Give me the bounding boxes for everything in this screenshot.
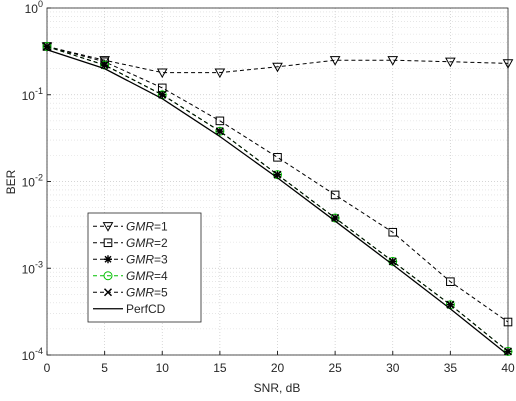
marker (42, 42, 52, 51)
marker (446, 277, 455, 286)
marker (502, 59, 514, 69)
marker (331, 213, 340, 222)
legend-label: GMR=1 (126, 219, 168, 233)
marker (42, 41, 52, 51)
marker (215, 116, 225, 126)
x-tick-label: 25 (328, 361, 342, 375)
legend-label: GMR=4 (126, 269, 168, 283)
x-tick-label: 35 (444, 361, 458, 375)
series-line (46, 46, 509, 74)
marker (215, 126, 225, 136)
marker (387, 56, 399, 66)
marker (273, 153, 282, 162)
marker (103, 288, 113, 297)
marker (102, 222, 114, 232)
marker (156, 68, 168, 79)
marker (103, 271, 113, 281)
x-tick-label: 30 (386, 361, 400, 375)
marker (445, 57, 456, 68)
x-tick-label: 5 (101, 361, 108, 375)
legend-box (87, 212, 202, 323)
marker (272, 62, 283, 73)
series-line (46, 49, 509, 356)
legend-label: PerfCD (126, 302, 166, 316)
plot-frame (46, 7, 509, 356)
legend-label: GMR=5 (126, 285, 168, 299)
x-tick-label: 10 (156, 361, 170, 375)
x-tick-label: 15 (213, 361, 227, 375)
x-tick-label: 40 (501, 361, 515, 375)
y-axis-label: BER (4, 169, 18, 194)
marker (104, 255, 112, 264)
series-line (46, 46, 509, 323)
marker (103, 238, 113, 248)
marker (503, 317, 513, 327)
x-tick-label: 0 (44, 361, 51, 375)
marker (388, 257, 397, 266)
marker (388, 227, 398, 237)
series-line (46, 46, 509, 352)
marker (330, 190, 340, 200)
marker (215, 127, 224, 136)
legend-label: GMR=3 (126, 252, 168, 266)
marker (214, 68, 226, 79)
x-tick-label: 20 (271, 361, 285, 375)
marker (329, 56, 341, 66)
x-axis-label: SNR, dB (254, 381, 301, 395)
legend-label: GMR=2 (126, 236, 168, 250)
